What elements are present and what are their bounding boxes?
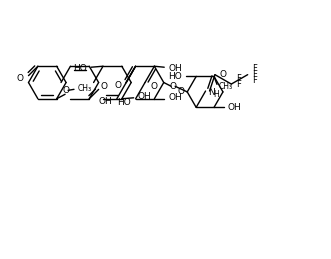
Text: N: N <box>209 88 215 97</box>
Text: OH: OH <box>98 97 112 106</box>
Text: CH₃: CH₃ <box>78 84 92 93</box>
Text: F: F <box>236 74 241 83</box>
Text: OH: OH <box>138 92 151 101</box>
Text: HO: HO <box>168 72 182 81</box>
Text: O: O <box>220 70 227 79</box>
Text: OH: OH <box>168 64 182 73</box>
Text: O: O <box>63 86 70 95</box>
Text: F: F <box>253 64 258 73</box>
Text: HO: HO <box>73 64 87 73</box>
Text: O: O <box>114 81 121 90</box>
Text: O: O <box>17 74 24 83</box>
Text: F: F <box>253 76 258 85</box>
Text: O: O <box>170 82 177 91</box>
Text: HO: HO <box>117 98 131 107</box>
Text: H: H <box>213 90 219 99</box>
Text: O: O <box>151 82 158 91</box>
Text: O: O <box>100 82 107 91</box>
Text: F: F <box>236 80 241 89</box>
Text: OH: OH <box>168 93 182 102</box>
Text: OH: OH <box>228 103 242 112</box>
Text: CH₃: CH₃ <box>219 82 233 91</box>
Text: O: O <box>177 87 184 96</box>
Text: F: F <box>253 70 258 79</box>
